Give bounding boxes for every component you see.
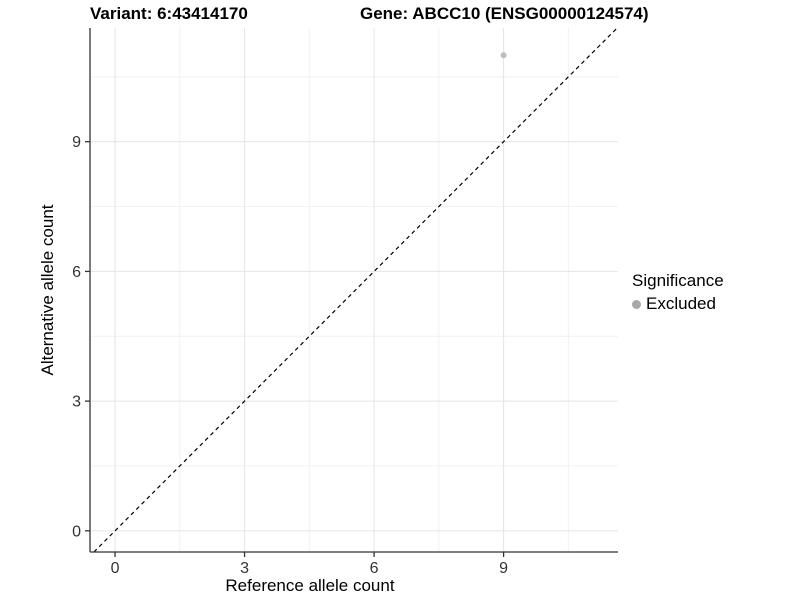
- legend-entry-label: Excluded: [646, 294, 716, 313]
- y-tick-label: 0: [72, 523, 81, 540]
- y-axis-title: Alternative allele count: [38, 204, 57, 376]
- data-point: [500, 52, 507, 59]
- legend-key-dot-icon: [632, 299, 641, 309]
- legend-entry-excluded: Excluded: [632, 294, 724, 314]
- y-tick-label: 9: [72, 134, 81, 151]
- identity-reference-line: [93, 27, 618, 553]
- legend-title: Significance: [632, 271, 724, 290]
- x-tick-label: 9: [499, 560, 508, 577]
- plot-title-variant: Variant: 6:43414170: [90, 4, 248, 23]
- x-axis-title: Reference allele count: [225, 576, 395, 595]
- x-tick-label: 6: [370, 560, 379, 577]
- x-tick-label: 3: [240, 560, 249, 577]
- legend: Significance Excluded: [632, 271, 724, 314]
- plot-title-gene: Gene: ABCC10 (ENSG00000124574): [360, 4, 649, 23]
- y-tick-label: 3: [72, 394, 81, 411]
- y-tick-label: 6: [72, 264, 81, 281]
- x-tick-label: 0: [111, 560, 120, 577]
